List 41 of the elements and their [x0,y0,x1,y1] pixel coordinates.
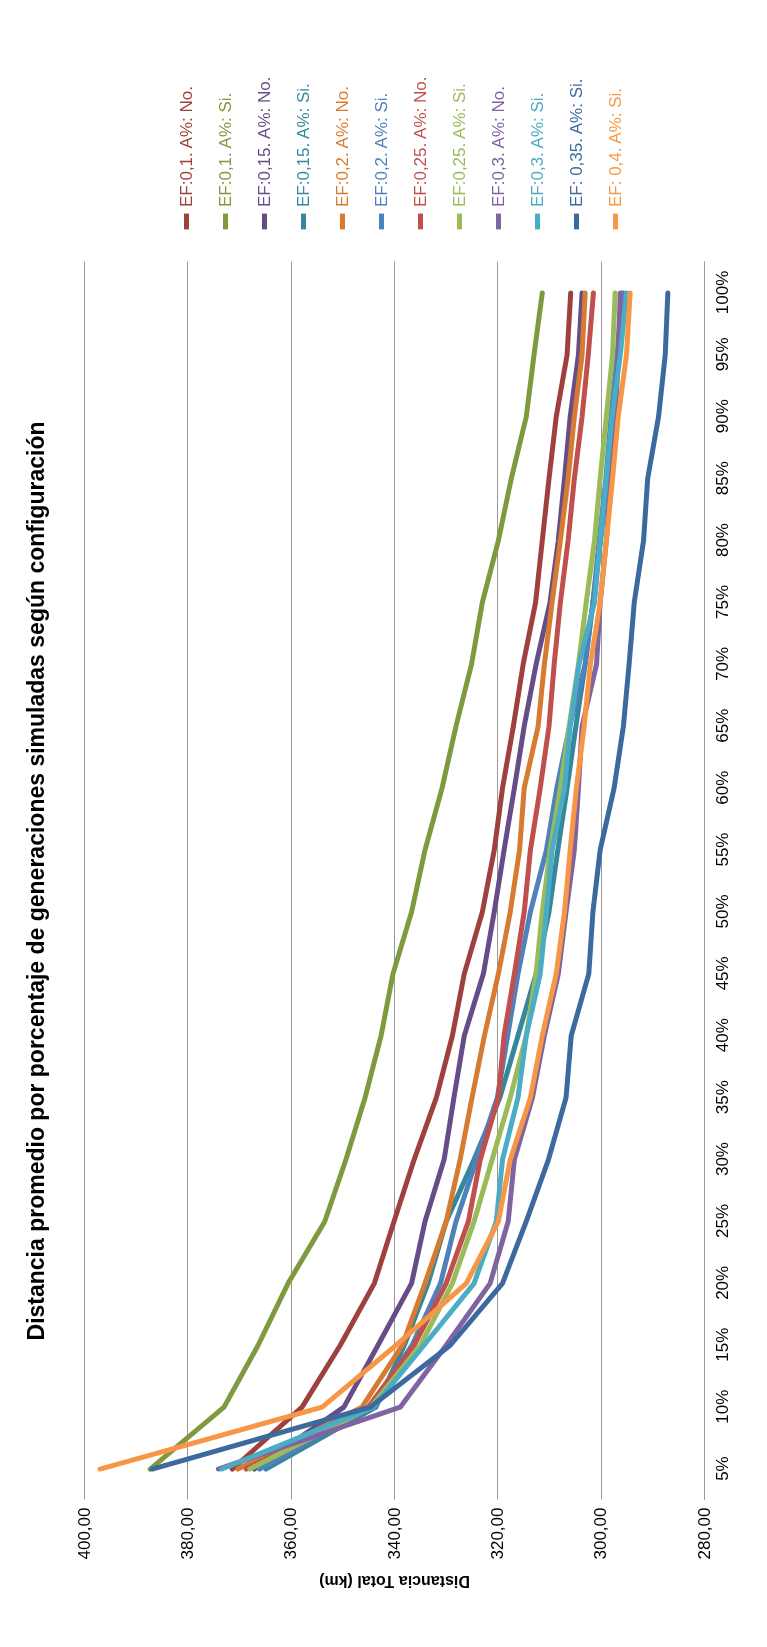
text: EF:0,15. A%: No. [254,76,274,207]
y-tick-label: 25% [712,1203,732,1238]
y-tick-label: 60% [712,770,732,805]
text: EF:0,25. A%: Si. [449,83,469,207]
text: EF:0,25. A%: No. [410,76,430,207]
y-tick-label: 35% [712,1080,732,1115]
y-tick-label: 100% [712,270,732,315]
x-tick-label: 360,00 [281,1507,301,1560]
x-tick-label: 320,00 [487,1507,507,1560]
y-tick-label: 40% [712,1018,732,1053]
text: EF:0,2. A%: No. [332,86,352,207]
text: EF:0,1. A%: Si. [215,92,235,207]
y-tick-label: 55% [712,832,732,867]
text: EF: 0,4. A%: Si. [605,87,625,207]
y-tick-label: 50% [712,894,732,929]
text: EF:0,2. A%: Si. [371,92,391,207]
y-tick-label: 15% [712,1327,732,1362]
y-tick-label: 30% [712,1142,732,1177]
y-tick-label: 95% [712,337,732,372]
text: EF: 0,35. A%: Si. [566,78,586,207]
y-tick-label: 75% [712,584,732,619]
x-tick-label: 300,00 [591,1507,611,1560]
text: EF:0,3. A%: Si. [527,92,547,207]
text: EF:0,3. A%: No. [488,86,508,207]
x-axis-title: Distancia Total (km) [319,1573,470,1591]
y-tick-label: 90% [712,399,732,434]
y-tick-label: 85% [712,461,732,496]
text: Distancia promedio por porcentaje de generaciones simuladas según configuración [23,421,49,1341]
y-tick-label: 80% [712,523,732,558]
text: EF:0,1. A%: No. [176,86,196,207]
y-tick-label: 5% [712,1456,732,1481]
x-tick-label: 380,00 [177,1507,197,1560]
x-tick-label: 400,00 [74,1507,94,1560]
x-tick-label: 280,00 [694,1507,714,1560]
y-tick-label: 65% [712,708,732,743]
text: EF:0,15. A%: Si. [293,83,313,207]
y-tick-label: 70% [712,646,732,681]
y-tick-label: 20% [712,1265,732,1300]
y-tick-label: 10% [712,1389,732,1424]
y-tick-label: 45% [712,956,732,991]
x-tick-label: 340,00 [384,1507,404,1560]
